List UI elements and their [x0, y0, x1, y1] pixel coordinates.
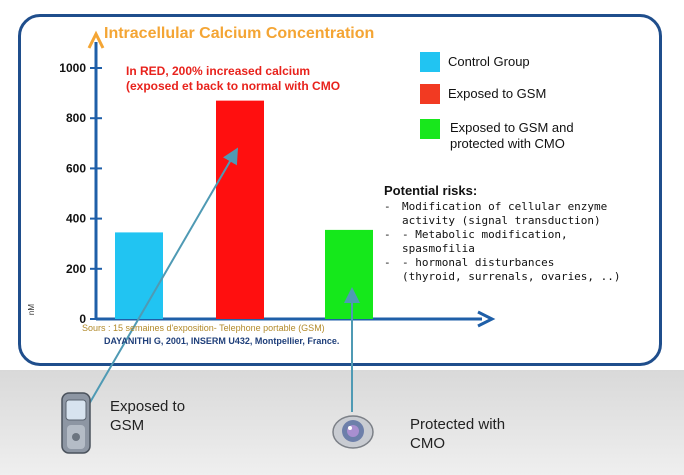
bar-1 [115, 232, 163, 319]
y-tick-label: 1000 [59, 61, 86, 75]
source-note: Sours : 15 semaines d'exposition- Teleph… [82, 323, 325, 333]
risk-item: - Modification of cellular enzyme activit… [384, 200, 608, 227]
annotation-line-2: (exposed et back to normal with CMO [126, 79, 341, 93]
chart-title: Intracellular Calcium Concentration [104, 25, 375, 42]
risks-title: Potential risks: [384, 183, 478, 198]
bar-2 [216, 100, 264, 319]
connector-arrow-gsm [73, 147, 239, 431]
legend-label-control: Control Group [448, 54, 530, 69]
y-tick-label: 800 [66, 111, 86, 125]
y-tick-label: 0 [79, 312, 86, 326]
y-tick-label: 200 [66, 262, 86, 276]
legend-swatch-cmo [420, 119, 440, 139]
risk-item: - - hormonal disturbances (thyroid, surre… [384, 256, 621, 283]
reference-note: DAYANITHI G, 2001, INSERM U432, Montpell… [104, 336, 340, 346]
legend-label-gsm: Exposed to GSM [448, 86, 547, 101]
y-axis-arrow [87, 30, 105, 49]
caption-exposed: Exposed to GSM [110, 398, 186, 434]
legend-label-cmo: Exposed to GSM and protected with CMO [450, 120, 574, 151]
potential-risks: Potential risks: - Modification of cellu… [384, 184, 654, 284]
bar-3 [325, 229, 373, 319]
chart-annotation: In RED, 200% increased calcium (exposed … [126, 64, 340, 94]
x-axis-arrow [477, 310, 496, 328]
cmo-device-icon [331, 410, 375, 450]
annotation-line-1: In RED, 200% increased calcium [126, 64, 311, 78]
y-axis-unit-label: nM [27, 303, 37, 316]
mobile-phone-icon [60, 392, 92, 454]
legend-swatch-control [420, 52, 440, 72]
legend-swatch-gsm [420, 84, 440, 104]
caption-protected: Protected with CMO [410, 416, 506, 452]
y-tick-label: 600 [66, 161, 86, 175]
risk-item: - - Metabolic modification, spasmofilia [384, 228, 568, 255]
y-tick-label: 400 [66, 212, 86, 226]
